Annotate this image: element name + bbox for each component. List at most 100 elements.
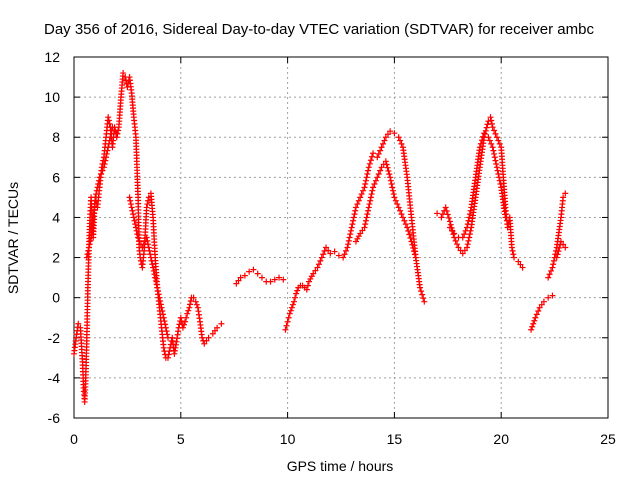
data-point bbox=[362, 221, 369, 228]
data-point bbox=[190, 294, 197, 301]
data-point bbox=[126, 194, 133, 201]
data-point bbox=[488, 117, 495, 124]
data-point bbox=[386, 171, 393, 178]
data-point bbox=[94, 184, 101, 191]
data-point bbox=[340, 254, 347, 261]
data-point bbox=[368, 153, 375, 160]
data-point bbox=[545, 294, 552, 301]
data-point bbox=[391, 130, 398, 137]
data-point bbox=[352, 207, 359, 214]
data-point bbox=[387, 177, 394, 184]
data-point bbox=[476, 144, 483, 151]
data-point bbox=[345, 237, 352, 244]
data-point bbox=[417, 284, 424, 291]
data-point bbox=[446, 224, 453, 231]
data-point bbox=[359, 227, 366, 234]
data-point bbox=[389, 184, 396, 191]
data-point bbox=[449, 227, 456, 234]
data-point bbox=[192, 298, 199, 305]
data-point bbox=[483, 124, 490, 131]
data-point bbox=[508, 244, 515, 251]
data-point bbox=[106, 137, 113, 144]
data-point bbox=[419, 291, 426, 298]
data-point bbox=[92, 194, 99, 201]
data-point bbox=[237, 274, 244, 281]
data-point bbox=[560, 194, 567, 201]
data-point bbox=[438, 214, 445, 221]
data-point bbox=[158, 304, 165, 311]
data-point bbox=[485, 118, 492, 125]
data-point bbox=[459, 250, 466, 257]
data-point bbox=[100, 164, 107, 171]
data-point bbox=[548, 267, 555, 274]
data-point bbox=[105, 114, 112, 121]
data-point bbox=[502, 214, 509, 221]
y-axis: -6 -4 -2 0 2 4 6 8 10 12 bbox=[44, 49, 608, 426]
data-point bbox=[374, 174, 381, 181]
y-tick-label: 12 bbox=[44, 49, 60, 65]
chart-title: Day 356 of 2016, Sidereal Day-to-day VTE… bbox=[44, 21, 594, 38]
data-point bbox=[357, 194, 364, 201]
data-point bbox=[209, 330, 216, 337]
data-point bbox=[120, 70, 127, 77]
data-point bbox=[553, 254, 560, 261]
data-point bbox=[530, 320, 537, 327]
data-point bbox=[102, 157, 109, 164]
data-point bbox=[491, 127, 498, 134]
data-point bbox=[362, 217, 369, 224]
data-point bbox=[149, 261, 156, 268]
data-point bbox=[447, 221, 454, 228]
data-point bbox=[258, 274, 265, 281]
data-point bbox=[558, 238, 565, 245]
y-tick-label: 2 bbox=[52, 250, 60, 266]
data-point bbox=[495, 137, 502, 144]
data-point bbox=[395, 204, 402, 211]
data-point bbox=[364, 211, 371, 218]
data-point bbox=[374, 154, 381, 161]
data-point bbox=[315, 261, 322, 268]
data-point bbox=[134, 231, 141, 238]
data-point bbox=[531, 317, 538, 324]
data-point bbox=[362, 177, 369, 184]
data-point bbox=[488, 120, 495, 127]
data-point bbox=[147, 254, 154, 261]
data-point bbox=[406, 231, 413, 238]
data-point bbox=[127, 201, 134, 208]
data-point bbox=[360, 187, 367, 194]
data-point bbox=[83, 254, 90, 261]
data-point bbox=[492, 157, 499, 164]
data-point bbox=[160, 344, 167, 351]
data-point bbox=[346, 234, 353, 241]
data-point bbox=[111, 127, 118, 134]
data-point bbox=[409, 241, 416, 248]
y-tick-label: 8 bbox=[52, 129, 60, 145]
data-point bbox=[135, 234, 142, 241]
data-point bbox=[378, 144, 385, 151]
data-point bbox=[218, 320, 225, 327]
data-point bbox=[491, 154, 498, 161]
data-point bbox=[363, 214, 370, 221]
data-point bbox=[517, 261, 524, 268]
data-point bbox=[155, 291, 162, 298]
data-point bbox=[314, 264, 321, 271]
data-point bbox=[395, 134, 402, 141]
data-point bbox=[289, 301, 296, 308]
data-point bbox=[355, 197, 362, 204]
data-point bbox=[443, 207, 450, 214]
data-point bbox=[365, 164, 372, 171]
data-point bbox=[493, 134, 500, 141]
data-point bbox=[303, 286, 310, 293]
data-point bbox=[465, 217, 472, 224]
data-point bbox=[178, 318, 185, 325]
data-point bbox=[186, 304, 193, 311]
data-point bbox=[390, 191, 397, 198]
data-point bbox=[345, 241, 352, 248]
data-point bbox=[562, 244, 569, 251]
data-point bbox=[549, 264, 556, 271]
data-point bbox=[464, 221, 471, 228]
data-point bbox=[131, 217, 138, 224]
data-point bbox=[364, 170, 371, 177]
data-point bbox=[394, 201, 401, 208]
data-point bbox=[285, 314, 292, 321]
data-point bbox=[450, 231, 457, 238]
